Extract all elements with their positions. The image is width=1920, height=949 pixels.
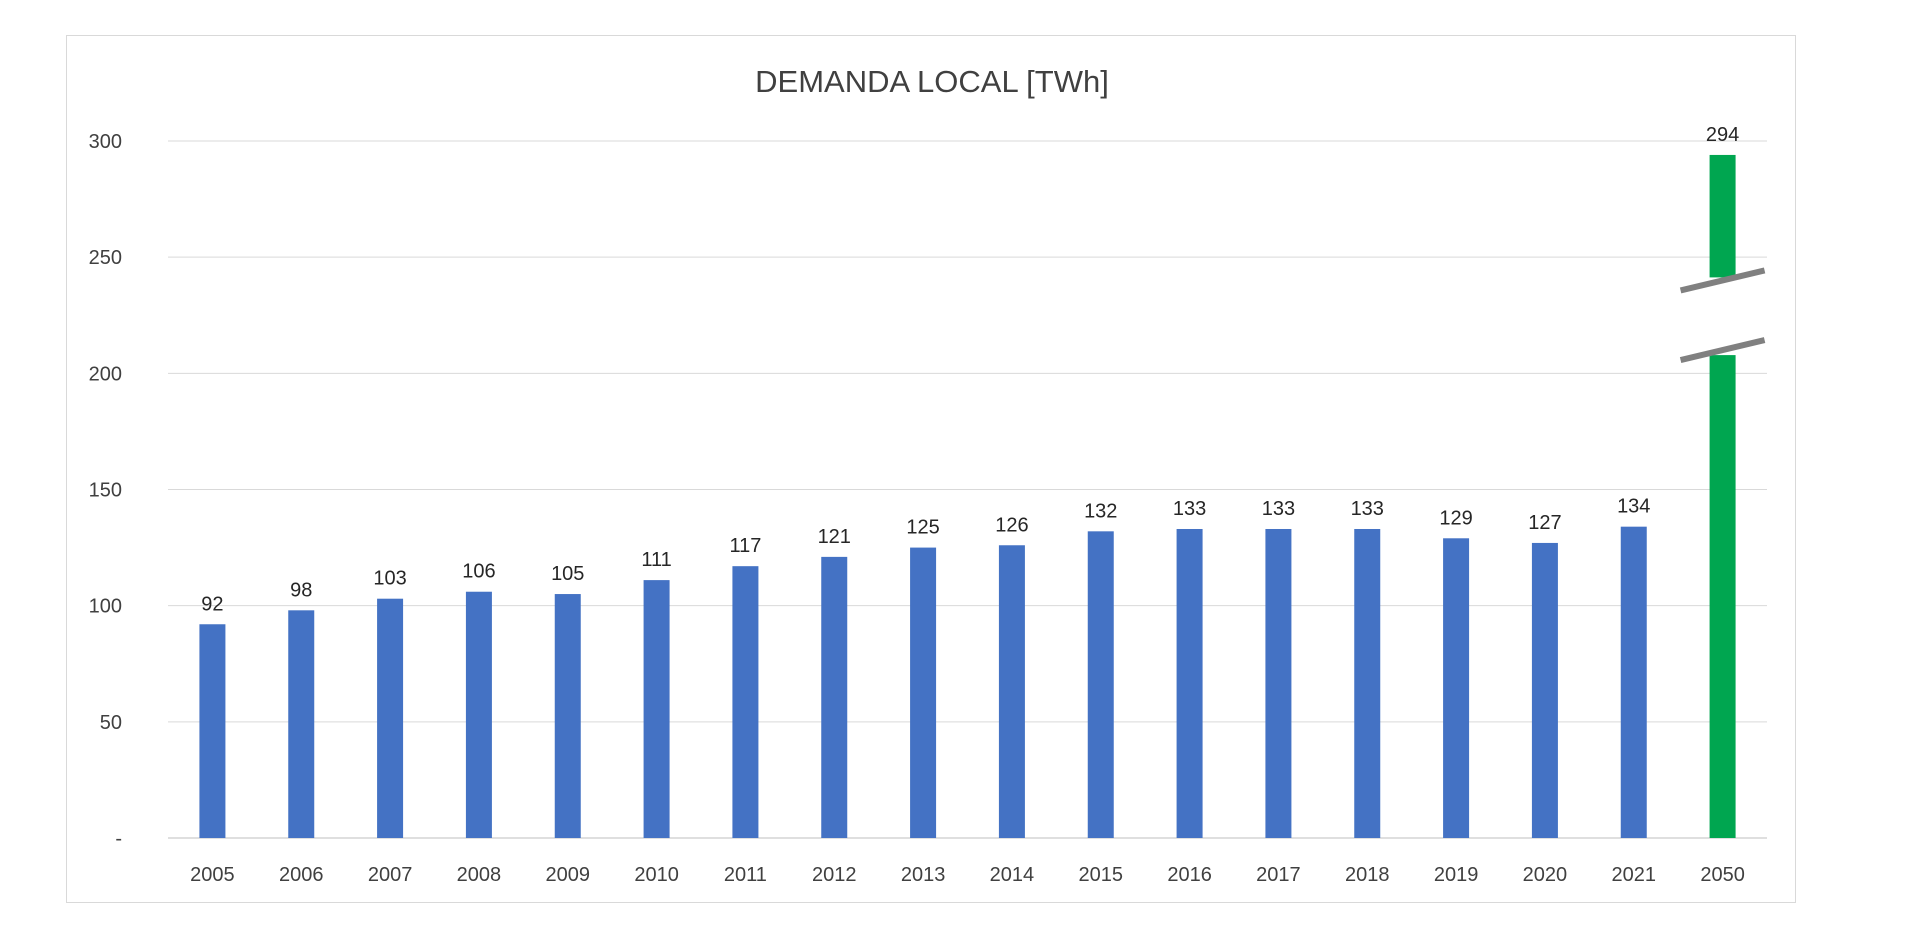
x-tick-label: 2050 — [1700, 864, 1745, 886]
y-tick-label: 150 — [89, 480, 122, 502]
bar-2015 — [1087, 531, 1114, 838]
bar-2050 — [1709, 154, 1736, 838]
bars — [199, 154, 1736, 838]
x-tick-label: 2005 — [190, 864, 235, 886]
bar-2014 — [998, 545, 1025, 838]
x-tick-label: 2006 — [279, 864, 324, 886]
bar-2016 — [1176, 528, 1203, 838]
y-tick-label: 100 — [89, 596, 122, 618]
bar-2007 — [377, 598, 404, 838]
bar-2020 — [1531, 542, 1558, 838]
bar-2006 — [288, 610, 315, 838]
data-label-2050: 294 — [1706, 124, 1739, 146]
y-tick-label: 50 — [100, 712, 122, 734]
bar-2008 — [465, 591, 492, 838]
bar-chart: DEMANDA LOCAL [TWh] - 50 100 150 200 250 300 9… — [89, 64, 1767, 886]
x-tick-label: 2010 — [634, 864, 679, 886]
x-tick-label: 2020 — [1523, 864, 1568, 886]
x-tick-label: 2013 — [901, 864, 946, 886]
data-label-2015: 132 — [1084, 500, 1117, 522]
data-label-2021: 134 — [1617, 496, 1650, 518]
x-tick-label: 2019 — [1434, 864, 1479, 886]
bar-2010 — [643, 580, 670, 838]
data-label-2006: 98 — [290, 579, 312, 601]
bar-2017 — [1265, 528, 1292, 838]
data-label-2016: 133 — [1173, 498, 1206, 520]
data-label-2018: 133 — [1351, 498, 1384, 520]
x-tick-label: 2008 — [457, 864, 502, 886]
bar-2013 — [910, 547, 937, 838]
break-mark-upper — [1679, 267, 1766, 294]
x-tick-label: 2016 — [1167, 864, 1212, 886]
data-label-2012: 121 — [818, 526, 851, 548]
data-label-2017: 133 — [1262, 498, 1295, 520]
x-tick-label: 2018 — [1345, 864, 1390, 886]
y-tick-label: 200 — [89, 363, 122, 385]
x-tick-label: 2012 — [812, 864, 857, 886]
data-labels: 92 98 103 106 105 111 117 121 125 126 132 133 133 133… — [201, 124, 1739, 615]
bar-2021 — [1620, 526, 1647, 838]
data-label-2019: 129 — [1439, 507, 1472, 529]
data-label-2008: 106 — [462, 561, 495, 583]
y-tick-label: 250 — [89, 247, 122, 269]
x-tick-label: 2017 — [1256, 864, 1301, 886]
break-gap — [1707, 277, 1738, 356]
chart-frame: DEMANDA LOCAL [TWh] - 50 100 150 200 250 300 9… — [66, 35, 1796, 903]
gridlines — [168, 140, 1767, 839]
data-label-2013: 125 — [906, 517, 939, 539]
data-label-2005: 92 — [201, 593, 223, 615]
break-mark-lower — [1679, 337, 1766, 364]
bar-2012 — [821, 556, 848, 838]
data-label-2020: 127 — [1528, 512, 1561, 534]
data-label-2009: 105 — [551, 563, 584, 585]
bar-2009 — [554, 594, 581, 838]
data-label-2010: 111 — [641, 549, 671, 571]
data-label-2014: 126 — [995, 514, 1028, 536]
y-tick-label: 300 — [89, 131, 122, 153]
x-axis-ticks: 2005 2006 2007 2008 2009 2010 2011 2012 2013 2014… — [190, 864, 1745, 886]
y-axis-ticks: - 50 100 150 200 250 300 — [89, 131, 122, 850]
chart-title: DEMANDA LOCAL [TWh] — [755, 64, 1109, 99]
x-tick-label: 2021 — [1612, 864, 1657, 886]
x-tick-label: 2014 — [990, 864, 1035, 886]
data-label-2011: 117 — [729, 535, 761, 557]
bar-2005 — [199, 624, 226, 838]
y-tick-label: - — [115, 828, 122, 850]
bar-2018 — [1354, 528, 1381, 838]
bar-2011 — [732, 566, 759, 838]
data-label-2007: 103 — [373, 568, 406, 590]
x-tick-label: 2015 — [1079, 864, 1124, 886]
x-tick-label: 2007 — [368, 864, 413, 886]
bar-2019 — [1443, 538, 1470, 838]
x-tick-label: 2009 — [546, 864, 591, 886]
x-tick-label: 2011 — [724, 864, 767, 886]
axis-break — [1679, 267, 1766, 364]
